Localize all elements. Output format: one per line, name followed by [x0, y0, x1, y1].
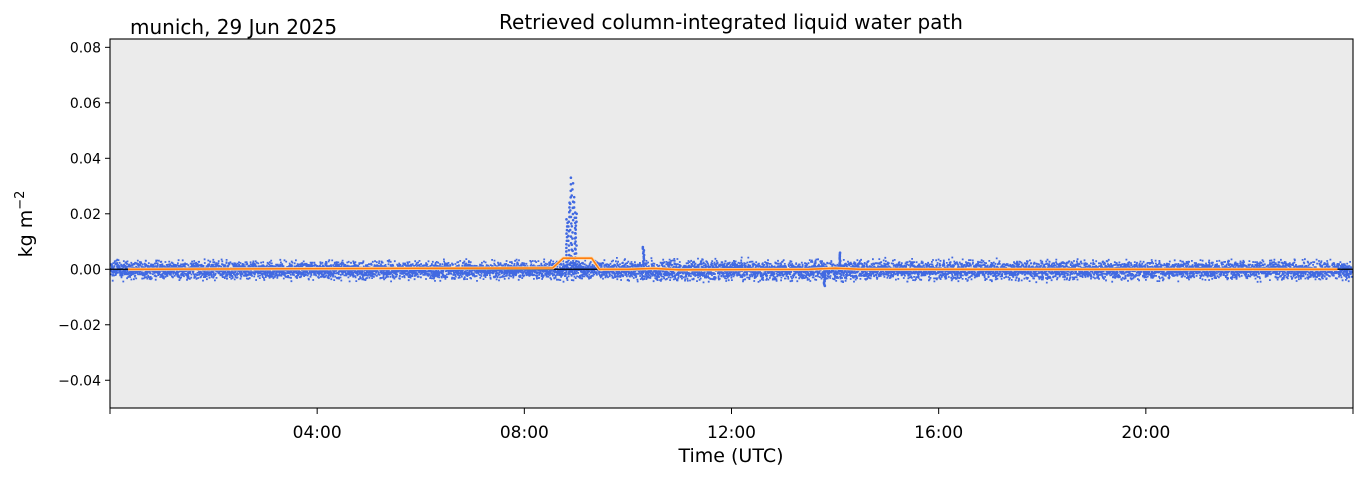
y-axis: 0.08 0.06 0.04 0.02 0.00 −0.02 −0.04: [58, 40, 110, 389]
scatter-point: [838, 251, 842, 254]
scatter-point: [568, 202, 572, 206]
scatter-point: [567, 248, 571, 252]
scatter-point: [565, 253, 568, 257]
scatter-point: [571, 237, 574, 240]
mean-line-series: [128, 256, 1338, 272]
scatter-point: [575, 260, 578, 263]
y-tick-label: 0.00: [70, 262, 101, 278]
scatter-point: [573, 242, 577, 245]
scatter-point: [571, 231, 574, 234]
scatter-point: [572, 206, 576, 209]
scatter-point: [565, 218, 568, 221]
scatter-point: [571, 212, 575, 216]
y-tick-label: −0.04: [58, 373, 101, 389]
scatter-point: [575, 244, 578, 247]
scatter-point: [572, 200, 576, 204]
y-axis-label-exponent: −2: [13, 191, 28, 210]
scatter-point: [565, 260, 568, 264]
scatter-point: [570, 243, 574, 247]
x-axis: 04:00 08:00 12:00 16:00 20:00: [109, 408, 1354, 443]
scatter-point: [568, 206, 571, 209]
scatter-point: [565, 250, 568, 253]
scatter-point: [574, 240, 577, 243]
scatter-point: [571, 218, 575, 222]
scatter-point: [575, 212, 578, 216]
scatter-point: [572, 195, 576, 199]
scatter-point: [570, 224, 574, 228]
x-tick-label: 16:00: [914, 423, 963, 443]
scatter-point: [823, 284, 827, 288]
y-tick-label: 0.04: [70, 151, 101, 167]
scatter-point: [571, 188, 574, 191]
scatter-point: [565, 232, 568, 235]
y-tick-label: −0.02: [58, 318, 101, 334]
scatter-point: [567, 244, 571, 247]
scatter-point: [569, 176, 573, 180]
plot-area: [109, 38, 1354, 409]
scatter-point: [568, 263, 571, 266]
scatter-point: [568, 209, 572, 212]
scatter-point: [569, 182, 573, 186]
scatter-point: [570, 194, 574, 197]
scatter-point: [569, 215, 573, 219]
scatter-point: [575, 220, 578, 224]
mean-line: [128, 257, 1338, 271]
y-tick-label: 0.02: [70, 207, 101, 223]
scatter-point: [565, 246, 568, 250]
chart-title: Retrieved column-integrated liquid water…: [499, 10, 963, 34]
chart-subtitle: munich, 29 Jun 2025: [130, 15, 337, 39]
x-tick-label: 04:00: [293, 423, 342, 443]
scatter-point: [565, 264, 569, 268]
plot-background: [110, 39, 1353, 408]
scatter-point: [574, 216, 578, 220]
scatter-point: [574, 248, 577, 251]
x-tick-label: 20:00: [1121, 423, 1170, 443]
scatter-point: [571, 181, 575, 185]
x-axis-label: Time (UTC): [677, 445, 783, 467]
y-tick-label: 0.08: [70, 40, 101, 56]
scatter-point: [565, 228, 569, 232]
scatter-point: [569, 222, 573, 225]
y-axis-label: kg m−2: [13, 191, 37, 258]
scatter-point: [567, 225, 570, 228]
scatter-point: [574, 232, 577, 235]
x-tick-label: 08:00: [500, 423, 549, 443]
scatter-point: [567, 220, 571, 224]
x-tick-label: 12:00: [707, 423, 756, 443]
scatter-point: [574, 252, 578, 255]
scatter-point: [569, 235, 573, 238]
y-tick-label: 0.06: [70, 96, 101, 112]
scatter-point: [574, 224, 578, 227]
scatter-point: [571, 249, 574, 253]
scatter-point: [567, 234, 570, 238]
scatter-point: [574, 236, 578, 239]
y-axis-label-unit: kg m: [15, 210, 37, 258]
scatter-point: [565, 243, 568, 246]
scatter-point: [568, 228, 572, 232]
scatter-point: [574, 228, 578, 231]
scatter-point: [641, 245, 645, 249]
scatter-point: [574, 264, 578, 267]
scatter-point: [567, 239, 570, 243]
